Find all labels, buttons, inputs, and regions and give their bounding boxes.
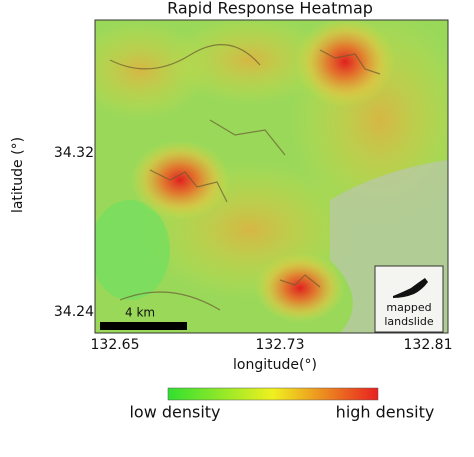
landslide-icon bbox=[393, 278, 428, 298]
legend-box bbox=[374, 265, 444, 333]
map-title: Rapid Response Heatmap bbox=[167, 0, 373, 18]
hotspot bbox=[295, 20, 395, 107]
colorbar-high-label: high density bbox=[336, 403, 435, 422]
colorbar bbox=[167, 387, 379, 401]
heat-region bbox=[170, 20, 330, 105]
scale-label: 4 km bbox=[125, 306, 155, 320]
x-tick-label: 132.73 bbox=[256, 337, 305, 353]
hotspot bbox=[255, 253, 345, 323]
x-tick-label: 132.81 bbox=[404, 337, 453, 353]
hotspot bbox=[130, 140, 230, 220]
y-axis-label: latitude (°) bbox=[10, 137, 26, 213]
colorbar-low-label: low density bbox=[129, 403, 220, 422]
heatmap: 4 km mapped landslide bbox=[95, 20, 448, 333]
landslide-traces bbox=[109, 44, 381, 311]
scale-bar bbox=[100, 322, 187, 330]
x-axis-label: longitude(°) bbox=[233, 357, 317, 373]
legend-text: landslide bbox=[384, 315, 434, 328]
map-frame bbox=[94, 19, 449, 334]
y-tick-label: 34.24 bbox=[54, 304, 94, 320]
y-tick-label: 34.32 bbox=[54, 145, 94, 161]
legend-text: mapped bbox=[386, 301, 431, 314]
x-tick-label: 132.65 bbox=[91, 337, 140, 353]
cool-region bbox=[95, 200, 170, 300]
